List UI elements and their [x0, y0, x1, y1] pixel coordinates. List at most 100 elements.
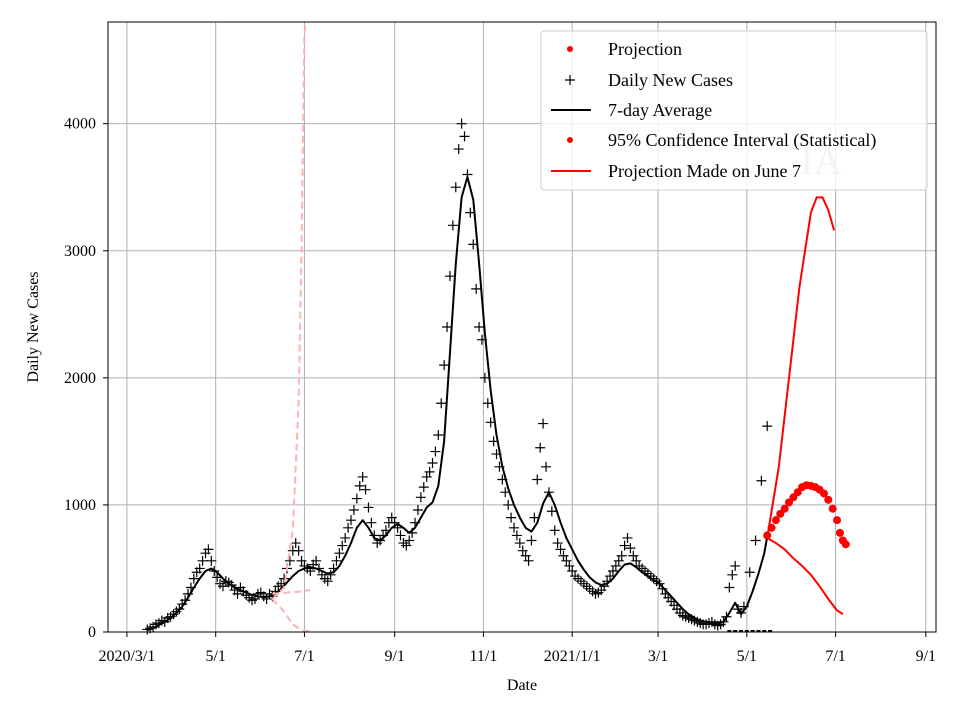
data-point: [508, 522, 519, 533]
data-point: [415, 492, 426, 503]
x-tick-label: 2021/1/1: [544, 648, 601, 665]
legend: Projection Daily New Cases 7-day Average…: [540, 30, 928, 191]
data-point: [517, 545, 528, 556]
data-point: [261, 593, 272, 604]
projection-point: [780, 504, 789, 513]
y-tick-label: 2000: [64, 370, 96, 387]
data-point: [610, 560, 621, 571]
x-axis: 2020/3/1 5/1 7/1 9/1 11/1 2021/1/1 3/1 5/1 7/1 9/…: [98, 632, 936, 665]
projection-point: [835, 528, 844, 537]
data-point: [724, 582, 735, 593]
data-point: [599, 581, 610, 592]
data-point: [558, 550, 569, 561]
data-point: [532, 474, 543, 485]
data-point: [555, 544, 566, 555]
legend-label-projection: Projection: [608, 39, 682, 59]
projection-point: [841, 540, 850, 549]
data-point: [552, 538, 563, 549]
data-point: [619, 540, 630, 551]
series-projection-made-on-june-7-center: [272, 589, 311, 595]
legend-marker-projection: [567, 46, 573, 52]
data-point: [357, 471, 368, 482]
data-point: [322, 576, 333, 587]
data-point: [503, 499, 514, 510]
projection-point: [771, 516, 780, 525]
data-point: [526, 535, 537, 546]
data-point: [616, 550, 627, 561]
x-axis-label: Date: [507, 677, 537, 694]
data-point: [340, 532, 351, 543]
data-point: [535, 442, 546, 453]
data-point: [762, 421, 773, 432]
legend-item-daily-new-cases: Daily New Cases: [565, 70, 733, 90]
data-point: [479, 372, 490, 383]
y-axis: 0 1000 2000 3000 4000: [64, 116, 108, 641]
x-tick-label: 7/1: [294, 648, 314, 665]
data-point: [194, 563, 205, 574]
data-point: [453, 144, 464, 155]
projection-point: [819, 489, 828, 498]
data-point: [311, 555, 322, 566]
series-95-ci-upper: [766, 196, 836, 539]
data-point: [482, 398, 493, 409]
legend-label-confidence-interval: 95% Confidence Interval (Statistical): [608, 130, 876, 151]
data-point: [511, 530, 522, 541]
data-point: [549, 525, 560, 536]
data-point: [628, 550, 639, 561]
y-axis-label: Daily New Cases: [25, 271, 42, 382]
data-point: [444, 271, 455, 282]
data-point: [337, 540, 348, 551]
x-tick-label: 9/1: [916, 648, 936, 665]
data-point: [730, 560, 741, 571]
plot-frame: [107, 21, 937, 633]
legend-label-7-day-average: 7-day Average: [608, 100, 712, 120]
data-point: [421, 471, 432, 482]
data-point: [607, 566, 618, 576]
data-point: [290, 538, 301, 549]
data-point: [567, 566, 578, 576]
data-point: [456, 118, 467, 129]
data-point: [203, 544, 214, 555]
data-point: [506, 512, 517, 523]
data-point: [343, 522, 354, 533]
data-point: [360, 484, 371, 495]
data-point: [401, 540, 412, 551]
data-point: [293, 545, 304, 556]
y-tick-label: 3000: [64, 243, 96, 260]
series-line: [271, 21, 307, 600]
data-point: [459, 131, 470, 142]
data-point: [351, 493, 362, 504]
data-point: [331, 555, 342, 566]
x-tick-label: 5/1: [205, 648, 225, 665]
data-point: [439, 360, 450, 371]
legend-item-confidence-interval: 95% Confidence Interval (Statistical): [567, 130, 876, 151]
data-point: [514, 538, 525, 549]
series-line: [146, 176, 769, 632]
data-point: [631, 555, 642, 566]
data-point: [430, 446, 441, 457]
data-point: [366, 517, 377, 528]
data-point: [217, 581, 228, 592]
data-point: [296, 555, 307, 566]
projection-point: [828, 504, 837, 513]
y-tick-label: 4000: [64, 116, 96, 133]
data-point: [471, 283, 482, 294]
data-point: [412, 505, 423, 515]
data-point: [404, 535, 415, 546]
data-point: [334, 548, 345, 559]
data-point: [346, 515, 357, 526]
legend-marker-confidence-interval: [567, 137, 573, 143]
x-tick-label: 2020/3/1: [98, 648, 155, 665]
series-line: [766, 196, 836, 539]
data-point: [386, 512, 397, 523]
data-point: [279, 573, 290, 584]
series-7-day-average: [146, 176, 769, 632]
data-point: [433, 430, 444, 441]
legend-marker-daily-new-cases: [565, 75, 575, 85]
legend-item-projection: Projection: [567, 39, 682, 59]
data-point: [538, 418, 549, 429]
data-point: [625, 543, 636, 554]
data-point: [325, 569, 336, 580]
data-point: [424, 466, 435, 477]
series-projection-made-on-june-7-upper: [271, 21, 307, 600]
